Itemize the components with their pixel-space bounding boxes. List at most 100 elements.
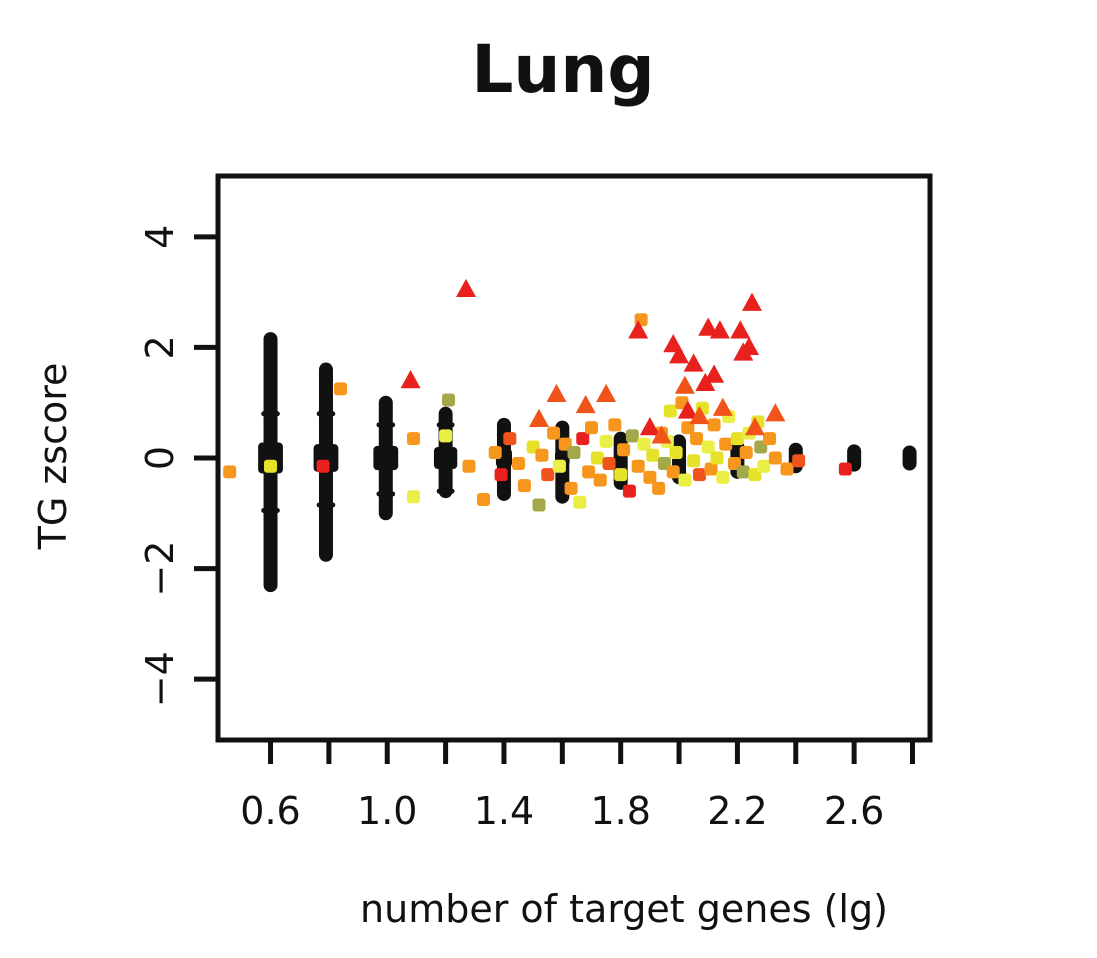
square-point-11 (494, 468, 508, 482)
square-point-3 (334, 382, 348, 396)
triangle-point-4 (575, 394, 596, 414)
square-point-66 (739, 445, 753, 459)
triangle-point-11 (674, 375, 695, 394)
y-tick-label: −4 (138, 651, 182, 707)
null-column-2 (373, 395, 399, 521)
square-point-6 (439, 429, 453, 443)
triangle-point-20 (730, 320, 751, 339)
x-tick-label: 2.2 (707, 789, 767, 833)
square-point-75 (792, 454, 806, 468)
square-point-72 (763, 432, 777, 446)
triangle-point-12 (677, 400, 698, 419)
triangle-point-0 (400, 370, 421, 389)
triangle-point-13 (683, 353, 704, 372)
square-point-24 (573, 495, 587, 509)
square-point-40 (643, 470, 657, 484)
square-point-61 (719, 437, 733, 451)
triangle-point-2 (528, 408, 549, 427)
x-tick-label: 2.6 (824, 789, 884, 833)
square-point-19 (547, 426, 561, 440)
chart-title: Lung (471, 31, 654, 108)
square-point-48 (669, 445, 683, 459)
square-point-56 (701, 440, 715, 454)
square-point-47 (666, 465, 680, 479)
square-point-64 (730, 432, 744, 446)
triangle-point-16 (698, 317, 719, 336)
square-point-32 (608, 418, 622, 432)
square-point-34 (617, 443, 631, 457)
null-column-band (903, 455, 917, 461)
null-column-11 (902, 445, 917, 471)
triangle-point-18 (709, 320, 730, 339)
square-point-37 (631, 459, 645, 473)
square-point-35 (622, 484, 636, 498)
x-tick-label: 1.4 (474, 789, 534, 833)
null-column-3 (433, 406, 458, 499)
plot-area (223, 278, 917, 593)
square-point-5 (407, 490, 421, 504)
square-point-31 (602, 457, 616, 471)
square-point-27 (585, 421, 599, 435)
square-point-39 (637, 437, 651, 451)
triangle-point-23 (742, 292, 762, 311)
square-point-29 (593, 473, 607, 487)
square-point-33 (614, 468, 628, 482)
square-point-9 (477, 492, 491, 506)
x-axis: 0.6 1.0 1.4 1.8 2.2 2.6 (240, 740, 915, 833)
null-column-band (373, 445, 399, 471)
square-point-28 (590, 451, 604, 465)
square-point-41 (646, 448, 660, 462)
square-point-53 (690, 432, 704, 446)
triangle-point-6 (628, 320, 649, 339)
square-point-25 (576, 432, 590, 446)
triangle-point-3 (546, 383, 567, 403)
null-column-band (847, 454, 861, 462)
x-tick-label: 1.0 (357, 789, 417, 833)
triangle-point-19 (712, 397, 733, 416)
square-point-30 (599, 434, 613, 448)
square-point-18 (541, 468, 555, 482)
square-point-52 (687, 454, 701, 468)
y-axis: −4 −2 0 2 4 (138, 225, 218, 707)
square-point-65 (736, 465, 750, 479)
triangle-point-10 (669, 345, 690, 364)
square-point-16 (532, 498, 546, 512)
x-axis-label: number of target genes (lg) (360, 887, 888, 931)
square-point-60 (716, 470, 730, 484)
square-point-26 (582, 465, 596, 479)
square-point-2 (316, 459, 330, 473)
square-point-42 (652, 481, 666, 495)
square-point-20 (552, 459, 566, 473)
triangle-point-1 (456, 278, 477, 298)
y-tick-label: 0 (138, 446, 182, 470)
triangle-point-14 (689, 405, 710, 425)
triangle-point-22 (739, 336, 760, 356)
square-point-73 (768, 451, 782, 465)
square-point-23 (567, 445, 581, 459)
square-point-59 (710, 451, 724, 465)
triangle-point-8 (651, 425, 672, 444)
square-point-0 (223, 465, 237, 479)
square-point-36 (625, 429, 639, 443)
y-tick-label: −2 (138, 541, 182, 597)
square-point-50 (678, 473, 692, 487)
square-point-17 (535, 448, 549, 462)
y-axis-label: TG zscore (31, 363, 75, 551)
y-tick-label: 4 (138, 225, 182, 249)
square-point-14 (517, 479, 531, 493)
square-point-10 (488, 445, 502, 459)
square-point-58 (707, 418, 721, 432)
square-point-22 (564, 481, 578, 495)
triangle-point-24 (744, 417, 765, 436)
square-point-46 (663, 404, 677, 418)
x-tick-label: 1.8 (590, 789, 650, 833)
square-point-54 (692, 468, 706, 482)
square-point-76 (838, 462, 852, 476)
y-tick-label: 2 (138, 335, 182, 359)
x-tick-label: 0.6 (240, 789, 300, 833)
null-column-10 (847, 444, 862, 472)
square-point-57 (704, 462, 718, 476)
null-column-band (433, 446, 458, 470)
triangle-point-25 (765, 403, 786, 422)
